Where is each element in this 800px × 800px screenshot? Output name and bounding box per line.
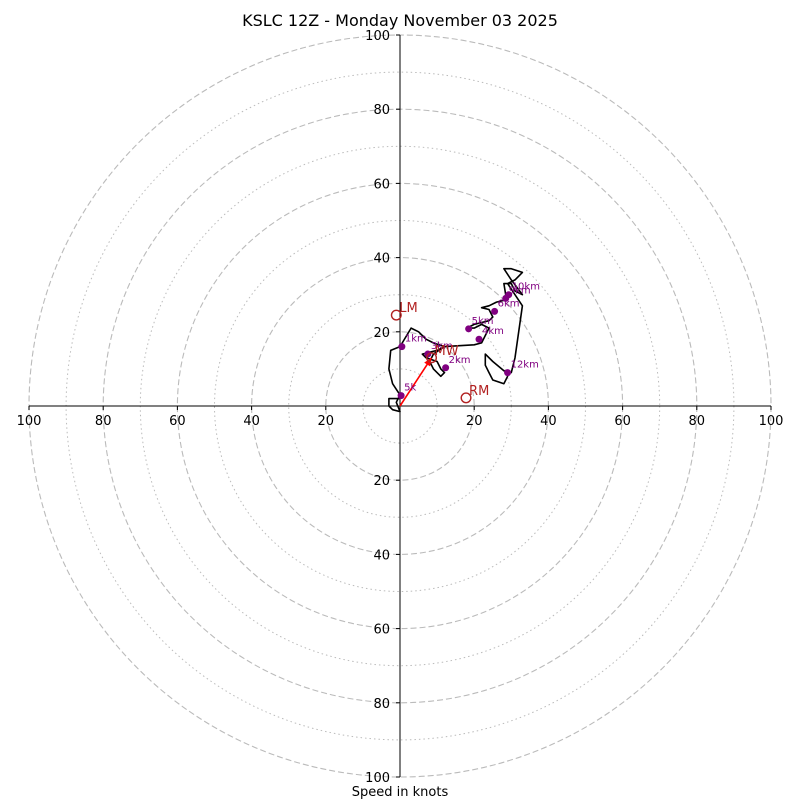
shear-vector (399, 357, 433, 407)
y-tick-label: 20 (373, 326, 390, 341)
shear-vector-arrowhead (424, 357, 432, 367)
x-tick-label: 20 (466, 414, 483, 429)
height-marker-6km (491, 307, 499, 315)
tick-labels: 100 100 100 100 80 80 80 80 60 60 60 60 40 40 40 40 20 20… (17, 29, 784, 786)
height-label-9km: 9km (509, 285, 531, 296)
height-label-3km: 3km (431, 341, 453, 352)
storm-label-LM: LM (399, 301, 417, 316)
storm-label-RM: RM (469, 384, 489, 399)
y-tick-label: 40 (373, 548, 390, 563)
x-tick-label: 20 (318, 414, 335, 429)
shear-vector-line (399, 357, 433, 407)
y-tick-label: 80 (373, 103, 390, 118)
storm-label-MW: MW (435, 344, 459, 359)
y-tick-label: 80 (373, 697, 390, 712)
height-label-2km: 2km (449, 355, 471, 366)
y-tick-label: 100 (365, 29, 390, 44)
height-marker-12km (504, 369, 512, 377)
height-marker-1km (398, 343, 406, 351)
height-label-1km: 1km (405, 334, 427, 345)
storm-marker-RM (460, 392, 472, 404)
x-tick-label: 100 (759, 414, 784, 429)
storm-motion-markers: LM MW RM (390, 301, 489, 404)
x-axis-label: Speed in knots (352, 785, 449, 800)
x-tick-label: 80 (95, 414, 112, 429)
y-tick-label: 100 (365, 771, 390, 786)
y-tick-label: 60 (373, 177, 390, 192)
height-marker-5k (397, 392, 405, 400)
chart-title: KSLC 12Z - Monday November 03 2025 (242, 11, 558, 30)
height-label-5km: 5km (472, 316, 494, 327)
height-label-12km: 12km (511, 360, 539, 371)
height-marker-2km (442, 364, 450, 372)
height-label-6km: 6km (498, 298, 520, 309)
y-tick-label: 20 (373, 474, 390, 489)
x-tick-label: 60 (614, 414, 631, 429)
storm-marker-LM (390, 309, 402, 321)
x-tick-label: 60 (169, 414, 186, 429)
x-tick-label: 40 (540, 414, 557, 429)
height-marker-4km (475, 335, 483, 343)
height-marker-5km (465, 325, 473, 333)
height-marker-10km (505, 291, 513, 299)
y-tick-label: 40 (373, 252, 390, 267)
height-label-10km: 10km (512, 282, 540, 293)
height-label-4km: 4km (482, 326, 504, 337)
x-tick-label: 40 (243, 414, 260, 429)
height-label-5k: 5k (404, 383, 416, 394)
y-tick-label: 60 (373, 623, 390, 638)
storm-marker-MW (426, 352, 438, 364)
x-tick-label: 80 (689, 414, 706, 429)
x-tick-label: 100 (17, 414, 42, 429)
